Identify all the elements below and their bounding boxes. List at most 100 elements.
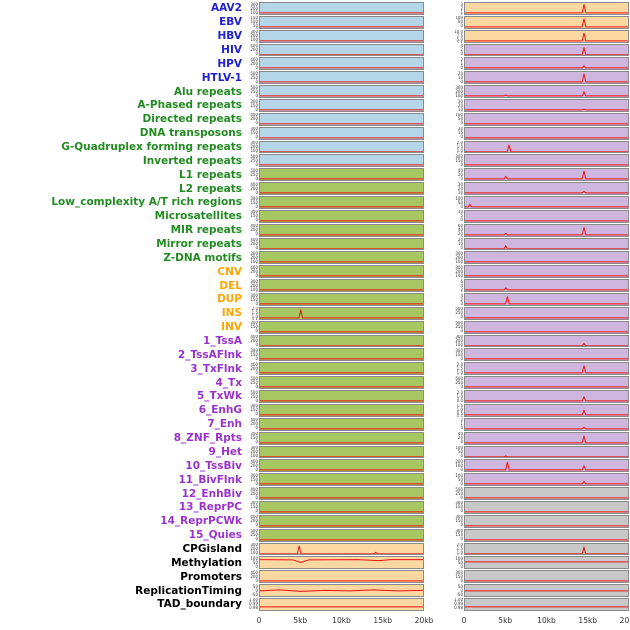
feature-row: 15_Quies 500 250 0 300 150 0 <box>1 528 629 543</box>
left-panel <box>259 29 424 43</box>
y-tick-label: 1.5 <box>456 144 463 150</box>
y-axis-ticks-right: 100 50 0 <box>449 113 464 126</box>
row-label: L2 repeats <box>179 182 242 195</box>
left-panel <box>259 99 424 112</box>
y-tick-label: 50 <box>457 476 463 482</box>
y-tick-label: 200 <box>250 338 258 344</box>
y-tick-label: -50 <box>456 591 463 597</box>
y-axis-ticks-right: 10 5 0 <box>449 210 464 223</box>
y-tick-label: 150 <box>455 532 463 538</box>
y-axis-ticks-right: 1.00 0.99 0.98 <box>449 598 464 611</box>
row-label: A-Phased repeats <box>137 99 242 112</box>
y-tick-label: 0 <box>255 369 258 375</box>
y-tick-label: 200 <box>250 254 258 260</box>
y-tick-label: 300 <box>250 293 258 298</box>
y-tick-label: 300 <box>455 154 463 159</box>
left-panel <box>259 209 424 223</box>
feature-row: L1 repeats 500 250 0 40 20 0 <box>1 168 629 182</box>
y-axis-ticks-right: 20 10 0 <box>449 71 464 84</box>
y-tick-label: 0 <box>255 189 258 195</box>
right-panel <box>464 237 629 251</box>
y-tick-label: 100 <box>250 453 258 458</box>
y-axis-ticks-right: 3002001000 <box>449 251 464 264</box>
y-axis-ticks-left: 300 150 0 <box>244 348 259 361</box>
x-tick-label: 20kb <box>619 616 630 625</box>
row-label: Directed repeats <box>142 113 242 126</box>
x-tick-label: 15kb <box>373 616 393 625</box>
y-tick-label: 200 <box>250 227 258 233</box>
y-tick-label: 300 <box>250 542 258 548</box>
signal-line <box>260 114 423 125</box>
feature-row: Promoters 400 200 0 300 150 0 <box>1 570 629 584</box>
left-panel <box>259 15 424 29</box>
y-tick-label: 30 <box>457 182 463 187</box>
signal-line <box>465 100 628 111</box>
feature-row: HPV 400 200 0 2 1 0 <box>1 57 629 71</box>
y-tick-label: 0 <box>460 78 463 84</box>
y-axis-ticks-left: 3002001000 <box>244 2 259 15</box>
y-tick-label: 200 <box>250 421 258 427</box>
left-panel <box>259 306 424 320</box>
y-tick-label: 300 <box>250 251 258 256</box>
y-tick-label: 250 <box>250 157 258 163</box>
signal-line <box>260 322 423 333</box>
signal-line <box>260 447 423 458</box>
y-tick-label: 400 <box>250 182 258 187</box>
y-axis-ticks-right: 300 150 0 <box>449 501 464 514</box>
x-tick-label: 10kb <box>332 616 351 625</box>
y-axis-ticks-right: 2.01.51.00.50.0 <box>449 543 464 556</box>
x-tick-label: 5kb <box>498 616 513 625</box>
y-tick-label: 500 <box>455 487 463 492</box>
right-panel <box>464 265 629 279</box>
y-tick-label: 500 <box>250 154 258 159</box>
y-tick-label: 250 <box>455 490 463 496</box>
y-tick-label: 500 <box>250 390 258 395</box>
y-tick-label: 200 <box>250 268 258 274</box>
y-axis-ticks-right: 500 250 0 <box>449 307 464 320</box>
y-tick-label: 20 <box>457 435 463 441</box>
signal-line <box>260 460 423 471</box>
signal-line <box>465 488 628 499</box>
y-tick-label: 40 <box>457 227 463 233</box>
row-label: 7_Enh <box>207 418 242 431</box>
row-label: CPGisland <box>182 542 242 555</box>
y-axis-ticks-right: 300 150 0 <box>449 348 464 361</box>
signal-line <box>260 31 423 42</box>
signal-line <box>260 211 423 222</box>
left-panel <box>259 168 424 182</box>
feature-row: TAD_boundary 1.00 0.99 0.98 1.00 0.99 0.98 <box>1 597 629 612</box>
y-tick-label: 7.5 <box>456 33 463 39</box>
row-label: INS <box>221 307 242 320</box>
signal-line <box>260 155 423 166</box>
signal-line <box>260 308 423 319</box>
signal-line <box>465 72 628 83</box>
y-tick-label: 1 <box>460 421 463 427</box>
right-panel <box>464 196 629 209</box>
y-tick-label: 100 <box>455 196 463 201</box>
y-tick-label: 100 <box>250 19 258 25</box>
y-tick-label: 300 <box>250 403 258 409</box>
y-axis-ticks-left: 500 250 0 <box>244 376 259 389</box>
left-panel <box>259 265 424 279</box>
feature-row: CPGisland3002001000 2.01.51.00.50.0 <box>1 542 629 557</box>
row-label: HIV <box>221 44 242 56</box>
feature-row: Mirror repeats 400 200 0 20 10 0 <box>1 237 629 252</box>
y-tick-label: 100 <box>250 258 258 264</box>
left-panel <box>259 85 424 99</box>
y-tick-label: 0 <box>460 23 463 29</box>
left-panel <box>259 348 424 362</box>
signal-line <box>260 363 423 374</box>
column-gap <box>424 113 449 126</box>
y-tick-label: 300 <box>250 140 258 146</box>
right-panel <box>464 279 629 293</box>
signal-line <box>465 266 628 277</box>
y-axis-ticks-left: 400 200 0 <box>244 487 259 500</box>
y-tick-label: 20 <box>457 185 463 191</box>
y-tick-label: 0 <box>460 522 463 528</box>
signal-line <box>260 142 423 153</box>
signal-line <box>465 502 628 513</box>
left-panel <box>259 362 424 376</box>
y-tick-label: 200 <box>250 282 258 288</box>
left-panel <box>259 570 424 584</box>
y-tick-label: 20 <box>457 237 463 243</box>
